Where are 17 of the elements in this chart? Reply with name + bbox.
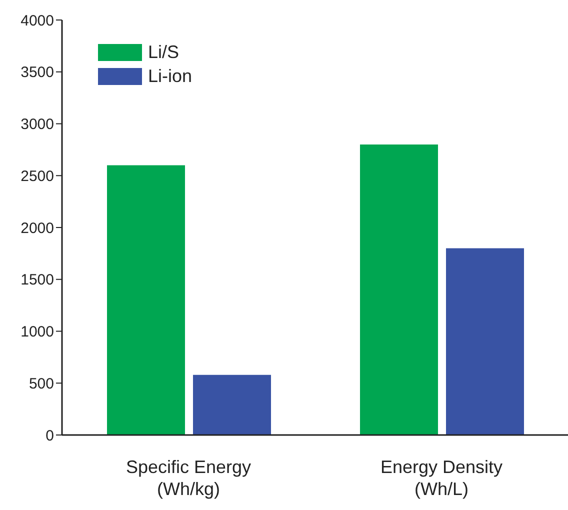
y-tick-label: 1500 [20, 272, 54, 289]
y-tick-label: 0 [46, 427, 54, 444]
y-tick-label: 2500 [20, 168, 54, 185]
y-tick-label: 500 [28, 375, 54, 392]
bar [107, 165, 185, 435]
bar [360, 144, 438, 435]
y-tick-label: 2000 [20, 220, 54, 237]
bar [446, 248, 524, 435]
legend-label: Li-ion [148, 66, 192, 86]
y-tick-label: 1000 [20, 324, 54, 341]
legend-label: Li/S [148, 42, 180, 62]
x-tick-label: Specific Energy (Wh/kg) [126, 457, 252, 499]
y-tick-label: 3000 [20, 116, 54, 134]
y-tick-label: 3500 [20, 64, 54, 82]
x-tick-label: Energy Density (Wh/L) [380, 457, 503, 499]
y-tick-label: 4000 [20, 12, 54, 30]
bar [193, 374, 271, 435]
